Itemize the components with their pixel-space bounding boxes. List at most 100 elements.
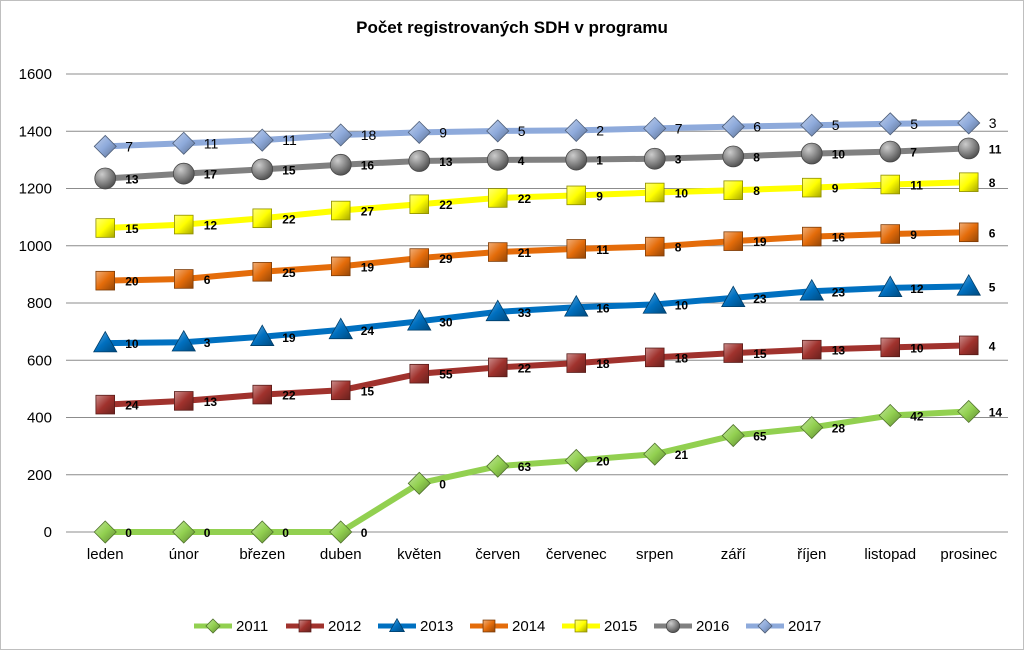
- data-label: 10: [832, 148, 846, 162]
- data-point: [880, 174, 901, 195]
- data-point: [93, 330, 118, 353]
- data-label: 16: [832, 231, 846, 245]
- data-point: [407, 308, 432, 331]
- data-point: [329, 520, 353, 544]
- data-label: 22: [518, 192, 532, 206]
- y-tick-label: 400: [27, 410, 52, 427]
- data-point: [721, 285, 746, 308]
- data-point: [878, 112, 902, 136]
- series-2013: [93, 274, 981, 353]
- data-label: 22: [282, 389, 296, 403]
- data-point: [485, 299, 510, 322]
- data-point: [171, 329, 196, 352]
- data-point: [800, 415, 824, 440]
- data-point: [959, 172, 979, 192]
- data-point: [95, 270, 116, 291]
- legend-item-2017: 2017: [746, 618, 821, 635]
- data-point: [487, 242, 508, 262]
- series-line-2014: [102, 229, 972, 284]
- data-point: [880, 337, 901, 358]
- data-label: 18: [675, 351, 689, 365]
- data-label: 6: [204, 273, 211, 287]
- data-point: [409, 248, 429, 268]
- data-label: 6: [989, 226, 996, 240]
- data-label: 14: [989, 405, 1003, 419]
- legend-label: 2016: [696, 618, 729, 635]
- data-label: 8: [753, 150, 760, 164]
- data-point: [486, 454, 510, 478]
- data-label: 3: [204, 336, 211, 350]
- data-label: 3: [675, 153, 682, 167]
- data-point: [252, 262, 272, 282]
- data-label: 13: [439, 155, 453, 169]
- legend-marker: [205, 618, 221, 634]
- data-label: 20: [596, 454, 610, 468]
- data-label: 24: [125, 399, 139, 413]
- legend-marker: [298, 619, 312, 633]
- data-point: [565, 148, 588, 171]
- data-label: 5: [832, 117, 840, 133]
- data-point: [173, 269, 194, 289]
- x-tick-label: květen: [397, 546, 441, 563]
- legend-label: 2017: [788, 618, 821, 635]
- data-label: 13: [832, 344, 846, 358]
- data-point: [172, 162, 195, 185]
- data-point: [93, 520, 117, 544]
- y-tick-label: 1600: [19, 66, 52, 83]
- legend-label: 2011: [236, 618, 268, 635]
- data-point: [800, 113, 824, 137]
- y-tick-label: 1000: [19, 238, 52, 255]
- data-point: [722, 145, 745, 168]
- data-label: 10: [675, 298, 689, 312]
- data-label: 7: [125, 138, 133, 154]
- series-2016: [94, 137, 980, 190]
- series-2017: [93, 111, 981, 158]
- data-label: 30: [439, 315, 453, 329]
- x-tick-label: leden: [87, 546, 124, 563]
- x-tick-label: srpen: [636, 546, 674, 563]
- y-tick-label: 1200: [19, 181, 52, 198]
- data-point: [172, 520, 196, 544]
- data-point: [486, 149, 509, 171]
- data-point: [645, 182, 665, 203]
- data-point: [250, 520, 274, 544]
- data-point: [250, 324, 275, 346]
- data-label: 2: [596, 122, 604, 138]
- data-label: 10: [910, 341, 924, 355]
- data-point: [407, 120, 431, 144]
- data-label: 4: [518, 154, 525, 168]
- data-point: [956, 274, 981, 296]
- data-point: [564, 294, 589, 317]
- data-point: [643, 116, 667, 140]
- data-label: 16: [361, 159, 375, 173]
- data-label: 3: [989, 115, 997, 131]
- x-tick-label: listopad: [864, 546, 916, 563]
- data-label: 11: [282, 132, 297, 148]
- data-label: 9: [439, 124, 447, 140]
- data-point: [721, 115, 745, 139]
- data-label: 19: [753, 235, 767, 249]
- legend: 2011 2012 2013 2014 2015 2016 2017: [194, 617, 821, 635]
- data-point: [880, 224, 901, 244]
- data-label: 24: [361, 324, 375, 338]
- data-point: [94, 167, 117, 190]
- y-tick-label: 600: [27, 352, 52, 369]
- data-label: 9: [910, 228, 917, 242]
- data-label: 11: [204, 135, 219, 151]
- y-tick-label: 0: [44, 524, 52, 541]
- data-label: 25: [282, 266, 296, 280]
- data-label: 22: [518, 361, 532, 375]
- y-tick-label: 800: [27, 295, 52, 312]
- series-2011: [93, 399, 981, 544]
- data-label: 13: [125, 172, 139, 186]
- y-tick-label: 200: [27, 467, 52, 484]
- data-label: 63: [518, 460, 532, 474]
- data-point: [564, 448, 588, 473]
- data-label: 8: [675, 241, 682, 255]
- legend-item-2012: 2012: [286, 618, 361, 635]
- data-label: 17: [204, 168, 218, 182]
- data-label: 11: [910, 178, 923, 192]
